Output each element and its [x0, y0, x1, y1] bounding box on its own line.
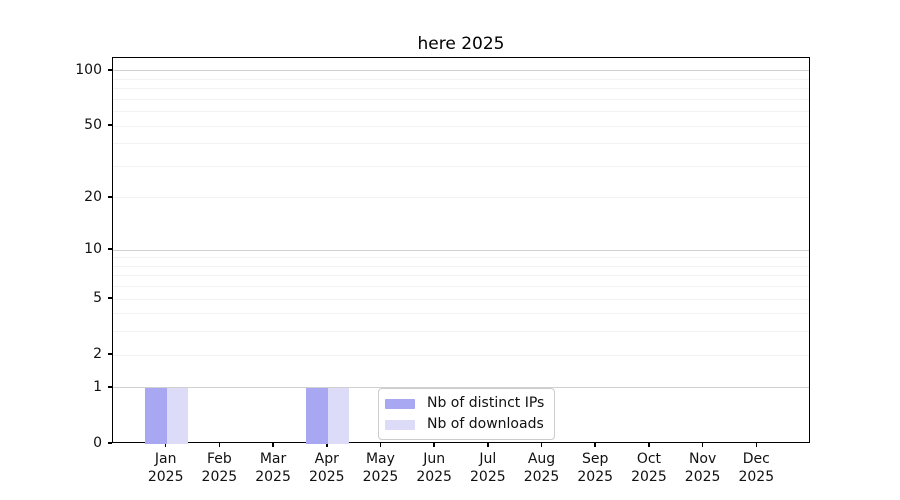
- x-tick-label-oct: Oct 2025: [619, 451, 679, 486]
- gridline-y-4: [113, 313, 809, 315]
- x-tick-label-month-feb: Feb: [206, 451, 232, 467]
- y-tick-20: [108, 196, 112, 198]
- x-tick-jul: [487, 443, 489, 447]
- x-tick-label-may: May 2025: [350, 451, 410, 486]
- legend-swatch-distinct-ips: [385, 398, 415, 409]
- gridline-y-20: [113, 197, 809, 199]
- x-tick-label-year-jul: 2025: [470, 468, 506, 485]
- y-tick-5: [108, 297, 112, 299]
- x-tick-feb: [218, 443, 221, 447]
- x-tick-label-sep: Sep 2025: [565, 451, 625, 486]
- x-tick-label-month-oct: Oct: [636, 451, 662, 467]
- x-tick-label-apr: Apr 2025: [297, 451, 357, 486]
- x-tick-nov: [701, 443, 704, 447]
- x-tick-mar: [272, 443, 274, 447]
- gridline-y-5: [113, 298, 809, 300]
- x-tick-label-year-feb: 2025: [201, 468, 238, 485]
- x-tick-label-feb: Feb 2025: [189, 451, 249, 486]
- bar-nb-of-distinct-ips-apr: [306, 387, 328, 444]
- x-tick-label-year-apr: 2025: [308, 468, 345, 485]
- bar-nb-of-downloads-apr: [327, 387, 350, 444]
- legend-label-downloads: Nb of downloads: [427, 416, 544, 432]
- x-tick-label-year-jun: 2025: [416, 468, 452, 485]
- gridline-y-8: [113, 265, 809, 267]
- x-tick-may: [379, 443, 382, 447]
- x-tick-label-month-mar: Mar: [259, 451, 287, 467]
- y-tick-label-100: 100: [75, 61, 102, 78]
- x-tick-aug: [540, 443, 543, 447]
- x-tick-label-year-dec: 2025: [738, 468, 775, 485]
- legend-item-downloads: Nb of downloads: [385, 416, 544, 433]
- gridline-y-70: [113, 98, 809, 100]
- x-tick-label-month-dec: Dec: [742, 451, 770, 467]
- x-tick-label-month-may: May: [365, 451, 395, 467]
- x-tick-label-year-oct: 2025: [631, 468, 667, 485]
- x-tick-label-year-nov: 2025: [684, 468, 721, 485]
- x-tick-sep: [594, 443, 596, 447]
- bar-nb-of-downloads-jan: [166, 387, 189, 444]
- x-tick-label-aug: Aug 2025: [512, 451, 572, 486]
- gridline-y-80: [113, 88, 809, 90]
- gridline-y-3: [113, 331, 809, 333]
- x-tick-label-nov: Nov 2025: [673, 451, 733, 486]
- x-tick-label-month-apr: Apr: [314, 451, 339, 467]
- bar-nb-of-distinct-ips-jan: [145, 387, 167, 444]
- x-tick-label-jun: Jun 2025: [404, 451, 464, 486]
- y-tick-10: [108, 248, 112, 250]
- x-tick-label-month-nov: Nov: [688, 451, 717, 467]
- y-tick-label-5: 5: [93, 290, 102, 307]
- y-tick-label-20: 20: [84, 188, 102, 205]
- y-tick-1: [108, 386, 112, 388]
- y-tick-label-50: 50: [84, 117, 102, 134]
- x-tick-label-jan: Jan 2025: [136, 451, 196, 486]
- x-tick-label-year-mar: 2025: [255, 468, 291, 485]
- legend: Nb of distinct IPs Nb of downloads: [378, 388, 556, 440]
- x-tick-label-year-aug: 2025: [523, 468, 560, 485]
- x-tick-label-year-sep: 2025: [577, 468, 614, 485]
- x-tick-label-month-aug: Aug: [527, 451, 556, 467]
- x-tick-label-month-sep: Sep: [582, 451, 609, 467]
- gridline-y-2: [113, 354, 809, 356]
- gridline-y-1: [113, 387, 809, 389]
- gridline-y-50: [113, 125, 809, 127]
- x-tick-label-month-jan: Jan: [154, 451, 177, 467]
- y-tick-50: [108, 124, 112, 126]
- gridline-y-60: [113, 111, 809, 113]
- y-tick-label-10: 10: [84, 241, 102, 258]
- x-tick-jun: [433, 443, 435, 447]
- gridline-y-40: [113, 143, 809, 145]
- x-tick-label-mar: Mar 2025: [243, 451, 303, 486]
- y-tick-100: [108, 69, 112, 71]
- gridline-y-7: [113, 275, 809, 277]
- y-tick-label-1: 1: [93, 378, 102, 395]
- gridline-y-100: [113, 70, 809, 72]
- x-tick-label-month-jun: Jun: [423, 451, 446, 467]
- legend-item-distinct-ips: Nb of distinct IPs: [385, 395, 544, 412]
- y-tick-0: [108, 442, 112, 444]
- y-tick-label-2: 2: [93, 346, 102, 363]
- x-tick-apr: [326, 443, 328, 447]
- plot-area: [112, 57, 810, 444]
- x-tick-label-month-jul: Jul: [479, 451, 497, 467]
- gridline-y-6: [113, 286, 809, 288]
- x-tick-oct: [648, 443, 650, 447]
- legend-swatch-downloads: [385, 419, 415, 430]
- x-tick-jan: [164, 443, 167, 447]
- x-tick-label-dec: Dec 2025: [726, 451, 786, 486]
- gridline-y-90: [113, 78, 809, 80]
- x-tick-label-jul: Jul 2025: [458, 451, 518, 486]
- gridline-y-9: [113, 257, 809, 259]
- gridline-y-30: [113, 165, 809, 167]
- gridline-y-10: [113, 249, 809, 251]
- y-tick-2: [108, 353, 112, 355]
- x-tick-dec: [755, 443, 758, 447]
- x-tick-label-year-jan: 2025: [147, 468, 184, 485]
- chart-title: here 2025: [417, 34, 505, 54]
- y-tick-label-0: 0: [93, 435, 102, 451]
- legend-label-distinct-ips: Nb of distinct IPs: [427, 395, 545, 411]
- x-tick-label-year-may: 2025: [362, 468, 399, 485]
